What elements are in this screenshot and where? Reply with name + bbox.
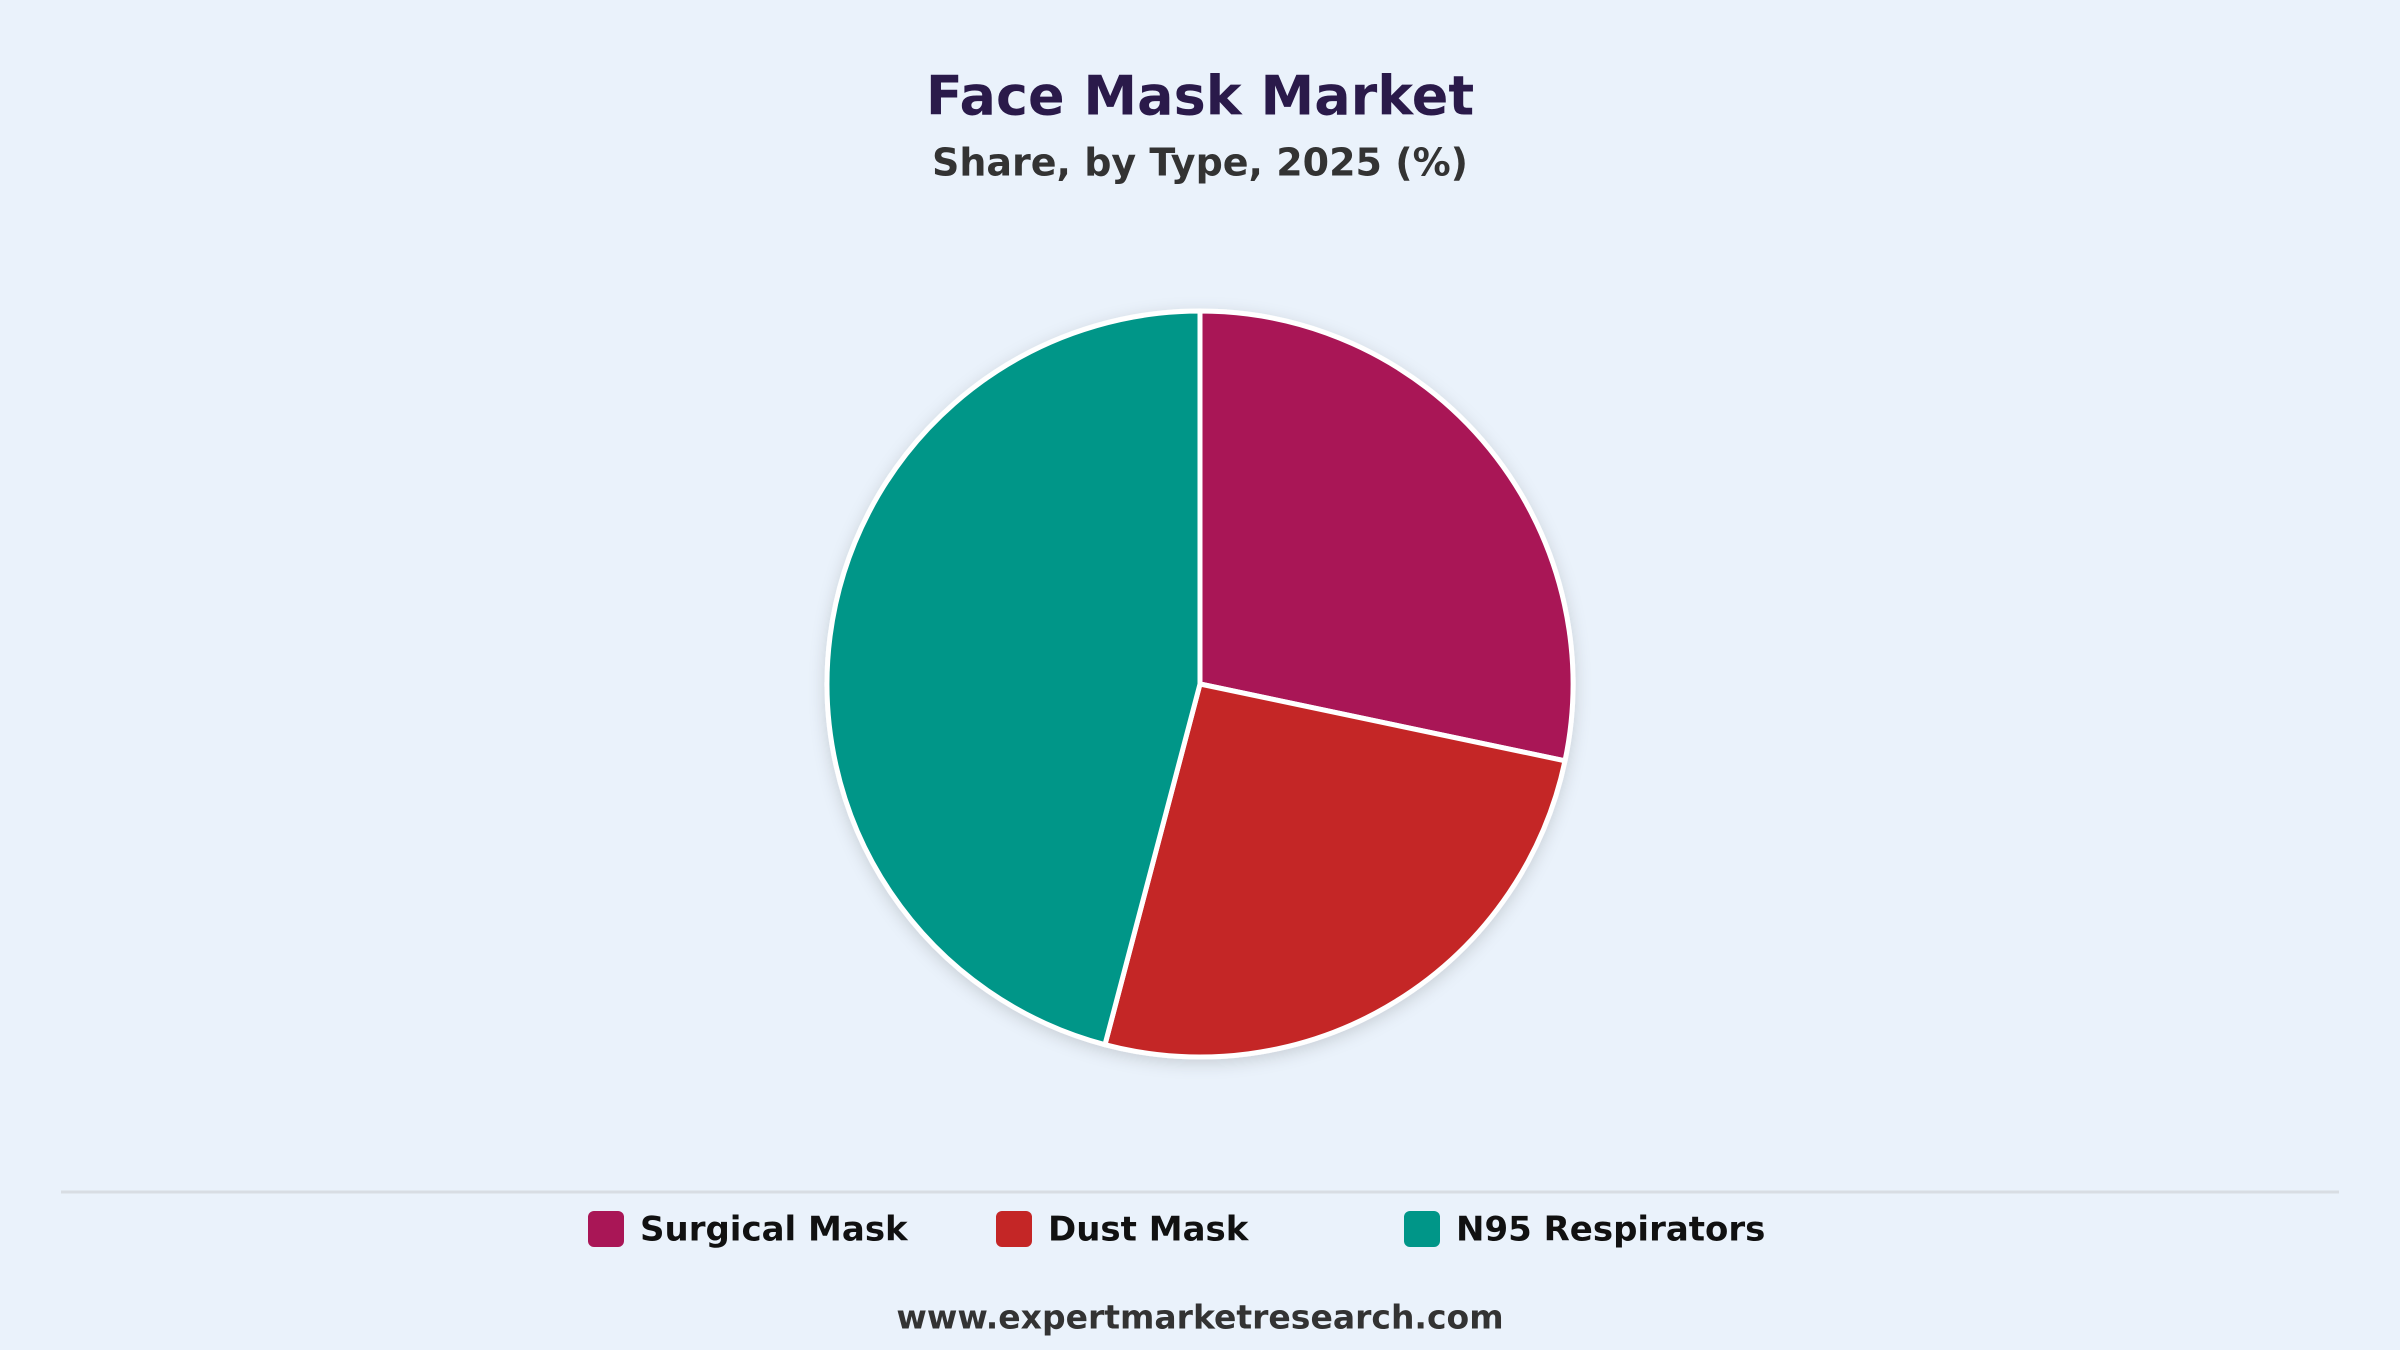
legend-label: Surgical Mask bbox=[640, 1210, 909, 1250]
pie-slice bbox=[824, 308, 1203, 1048]
legend-swatch bbox=[1404, 1211, 1440, 1247]
legend: Surgical Mask Dust Mask N95 Respirators bbox=[588, 1210, 1765, 1250]
legend-swatch bbox=[996, 1211, 1032, 1247]
legend-label: Dust Mask bbox=[1048, 1210, 1250, 1250]
legend-label: N95 Respirators bbox=[1456, 1210, 1765, 1250]
pie-slice bbox=[1102, 681, 1568, 1060]
pie-slice bbox=[1197, 308, 1576, 764]
legend-swatch bbox=[588, 1211, 624, 1247]
chart-subtitle: Share, by Type, 2025 (%) bbox=[932, 141, 1468, 185]
footer: www.expertmarketresearch.com bbox=[896, 1298, 1503, 1337]
pie bbox=[824, 308, 1576, 1060]
chart-title: Face Mask Market bbox=[926, 65, 1474, 128]
